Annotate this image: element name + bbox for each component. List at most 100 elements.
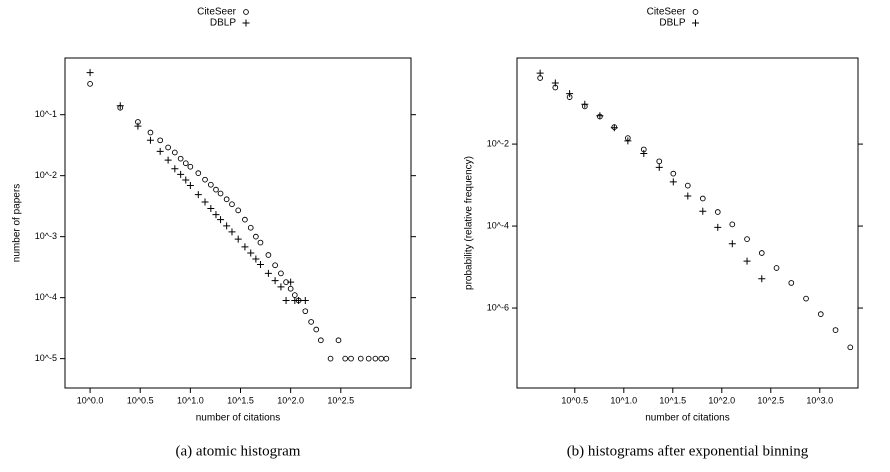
point [684,192,692,200]
point [365,355,372,362]
point [357,355,364,362]
y-tick-label: 10^-6 [487,302,509,312]
point [177,155,184,162]
point [699,207,707,215]
point [186,182,194,189]
legend-label: CiteSeer [647,7,687,18]
point [171,149,178,156]
x-tick-label: 10^2.0 [277,395,304,405]
x-axis-label: number of citations [645,413,730,424]
point [847,344,854,351]
point [212,211,220,219]
point [265,252,272,258]
point [217,216,225,224]
point [201,198,209,206]
y-tick-label: 10^-5 [35,353,57,363]
point [610,124,618,132]
point [202,176,208,183]
x-tick-label: 10^0.5 [561,395,588,405]
point [581,100,589,108]
point [257,239,264,246]
point [256,260,264,268]
x-tick-label: 10^0.5 [127,395,154,405]
point [223,196,230,203]
point [313,326,320,333]
point [247,224,254,231]
legend-marker [692,19,699,27]
point [164,156,172,164]
x-tick-label: 10^2.5 [757,395,784,405]
point [156,147,164,155]
point [217,190,224,197]
y-tick-label: 10^-1 [35,109,57,119]
point [287,278,295,286]
point [207,181,214,188]
point [271,277,279,285]
caption: (b) histograms after exponential binning [567,443,809,459]
point [327,355,334,362]
point [165,144,171,151]
point [302,308,309,315]
point [223,222,231,230]
point [699,195,706,202]
point [272,262,278,269]
point [247,249,255,257]
y-tick-label: 10^-2 [487,138,509,148]
point [264,269,272,277]
point [624,137,632,145]
legend-marker [692,9,699,15]
y-axis-label: probability (relative frequency) [464,156,475,290]
point [242,216,248,223]
point [348,355,354,362]
point [817,311,824,317]
legend-label: CiteSeer [197,7,237,18]
point [194,191,202,199]
point [566,90,574,98]
x-axis-label: number of citations [196,413,281,424]
x-tick-label: 10^1.0 [177,395,204,405]
point [758,275,766,283]
point [743,257,751,265]
point [295,296,303,304]
point [669,178,677,186]
x-tick-label: 10^1.0 [610,395,637,405]
point [252,255,260,263]
point [536,69,544,77]
point [301,296,309,304]
point [291,292,298,298]
point [551,79,559,87]
point [241,243,249,251]
point [157,137,164,144]
point [213,186,219,193]
point [758,250,765,256]
point [229,201,235,208]
x-tick-label: 10^3.0 [806,395,833,405]
plot-frame [516,57,859,389]
point [146,136,154,144]
legend-marker [242,19,250,27]
x-tick-label: 10^2.5 [327,395,354,405]
y-tick-label: 10^-2 [35,170,57,180]
x-tick-label: 10^1.5 [227,395,254,405]
point [714,223,722,231]
point [171,165,179,173]
point [187,163,194,170]
y-tick-label: 10^-4 [35,292,57,302]
point [728,240,736,248]
y-axis-label: number of papers [12,184,23,262]
point [670,170,677,177]
point [803,295,809,302]
point [287,285,294,292]
point [655,163,663,171]
point [317,337,324,344]
point [253,233,259,240]
point [383,355,390,362]
point [640,149,648,157]
point [116,102,124,110]
point [342,355,349,362]
point [372,355,379,362]
point [277,283,285,291]
point [773,265,780,271]
point [87,81,93,87]
point [147,129,154,136]
